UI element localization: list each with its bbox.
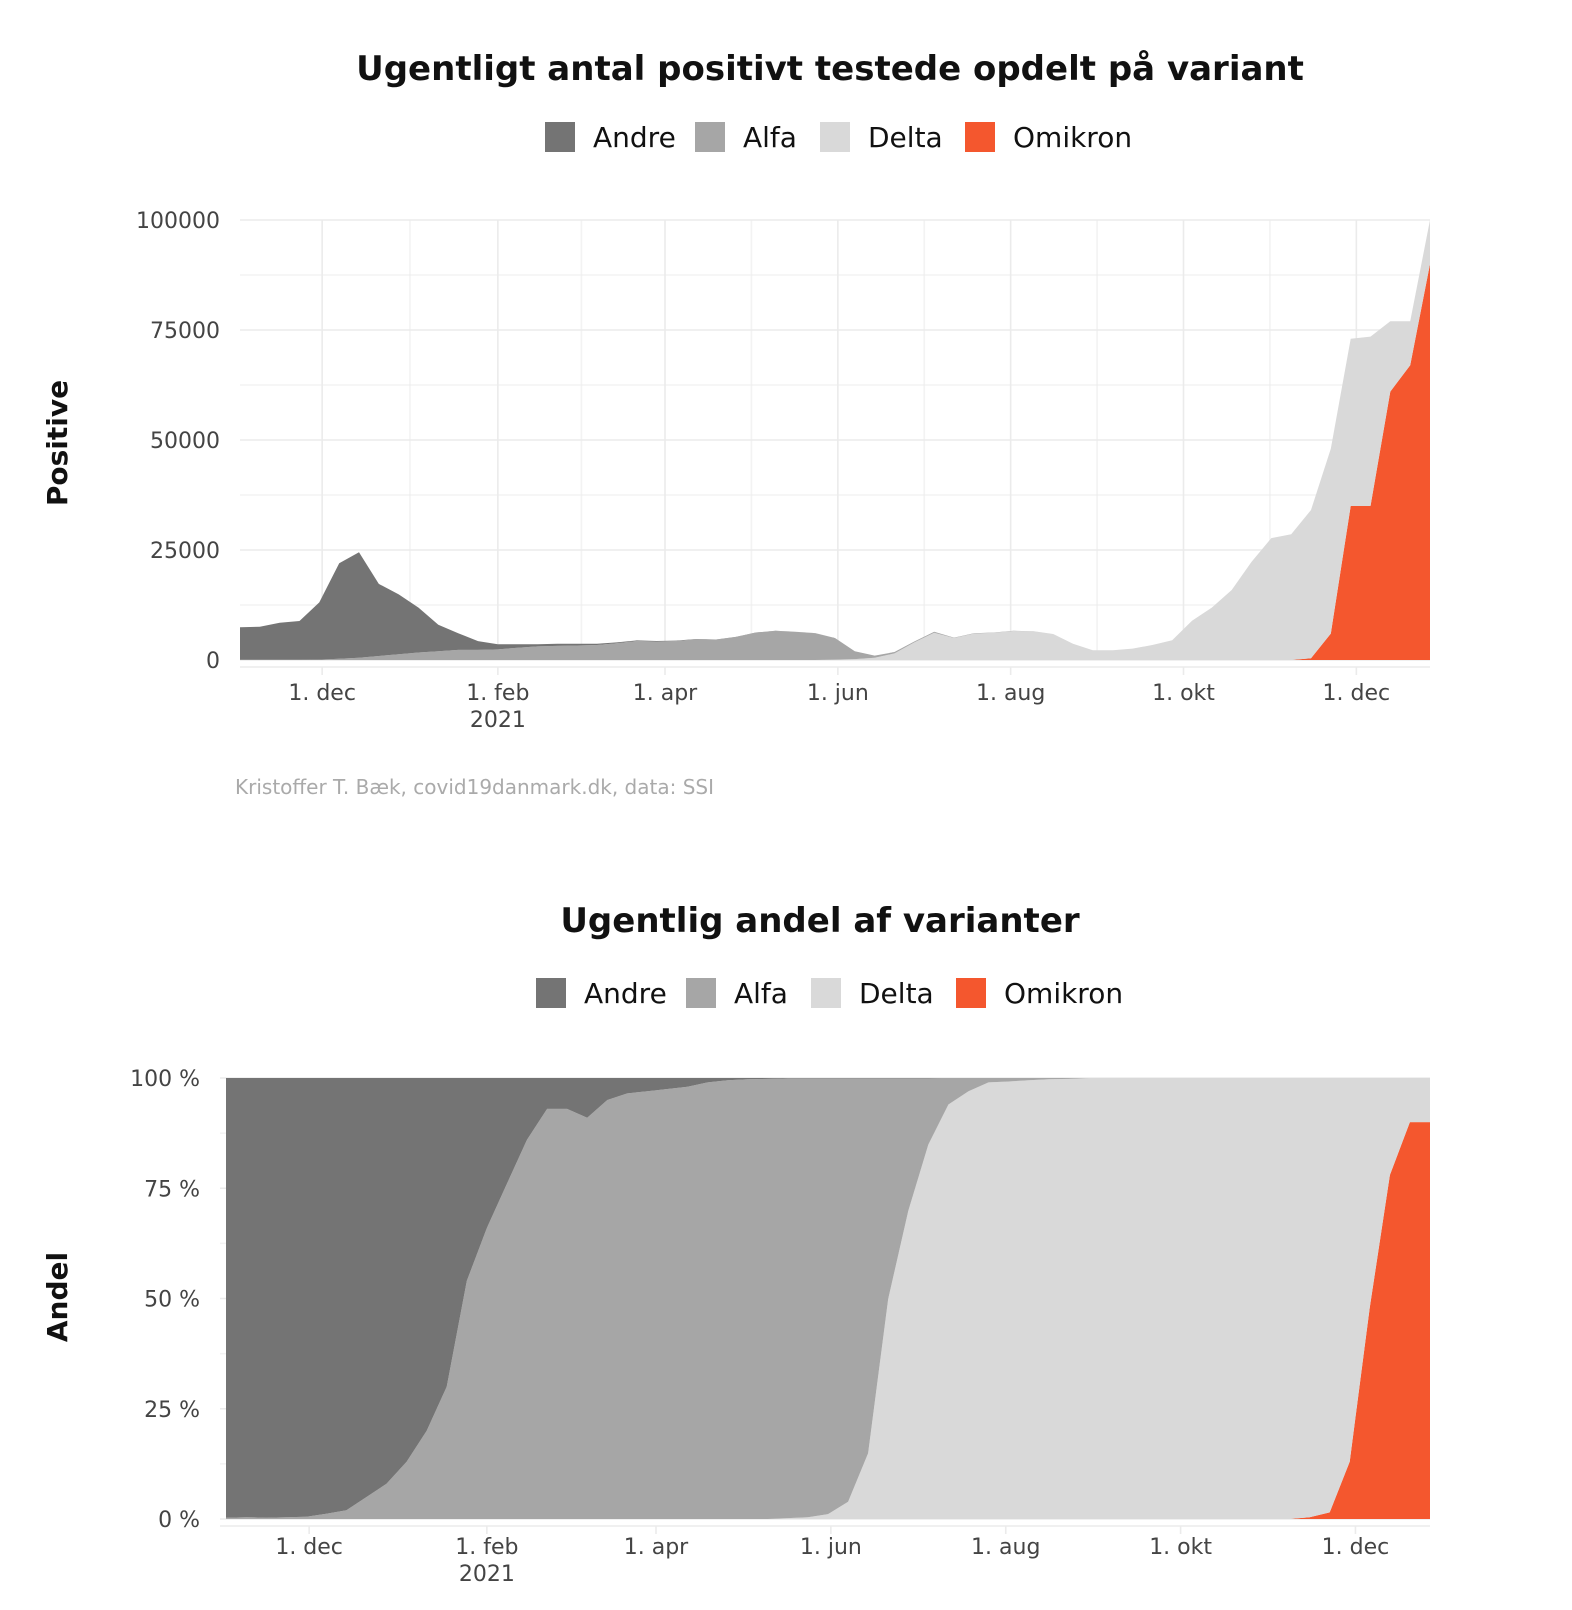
x-tick-label: 1. jun <box>800 1535 862 1560</box>
chart-2: Ugentlig andel af varianter Andre Alfa Del… <box>41 901 1430 1587</box>
area-series-andre <box>240 220 1430 660</box>
chart-2-title: Ugentlig andel af varianter <box>560 901 1080 941</box>
legend-label-andre: Andre <box>584 977 667 1010</box>
legend-swatch-alfa <box>695 122 725 152</box>
y-tick-label: 25 % <box>144 1398 200 1423</box>
legend-swatch-omikron <box>956 978 986 1008</box>
area-series-delta <box>240 220 1430 660</box>
area-series-andre <box>226 1078 1430 1518</box>
legend-label-omikron: Omikron <box>1013 121 1132 154</box>
chart-1-y-axis-label: Positive <box>41 380 74 506</box>
y-tick-label: 0 % <box>158 1508 200 1533</box>
legend-label-omikron: Omikron <box>1004 977 1123 1010</box>
legend-swatch-delta <box>811 978 841 1008</box>
legend-swatch-alfa <box>686 978 716 1008</box>
x-tick-label: 1. feb <box>466 681 529 706</box>
x-tick-label: 1. dec <box>275 1535 343 1560</box>
legend-item-delta: Delta <box>811 977 934 1010</box>
x-tick-label: 1. jun <box>807 681 869 706</box>
legend-item-andre: Andre <box>536 977 667 1010</box>
x-tick-label: 1. aug <box>976 681 1045 706</box>
legend-item-alfa: Alfa <box>695 121 797 154</box>
legend-label-alfa: Alfa <box>734 977 788 1010</box>
legend-item-andre: Andre <box>545 121 676 154</box>
y-tick-label: 100 % <box>130 1067 200 1092</box>
chart-1-title: Ugentligt antal positivt testede opdelt … <box>356 49 1304 89</box>
y-tick-label: 75000 <box>150 319 220 344</box>
x-tick-label-year: 2021 <box>470 708 526 733</box>
legend-swatch-delta <box>820 122 850 152</box>
x-tick-label: 1. dec <box>288 681 356 706</box>
chart-1-areas <box>240 220 1430 660</box>
x-tick-label-year: 2021 <box>459 1562 515 1587</box>
x-tick-label: 1. aug <box>971 1535 1040 1560</box>
chart-2-y-axis-label: Andel <box>41 1252 74 1342</box>
x-tick-label: 1. apr <box>624 1535 689 1560</box>
legend-swatch-andre <box>536 978 566 1008</box>
chart-2-legend: Andre Alfa Delta Omikron <box>536 977 1123 1010</box>
y-tick-label: 25000 <box>150 539 220 564</box>
x-tick-label: 1. okt <box>1149 1535 1212 1560</box>
area-series-delta <box>226 1078 1430 1519</box>
chart-2-y-ticks: 0 % 25 % 50 % 75 % 100 % <box>130 1067 200 1533</box>
y-tick-label: 75 % <box>144 1177 200 1202</box>
chart-1-caption: Kristoffer T. Bæk, covid19danmark.dk, da… <box>235 775 714 799</box>
y-tick-label: 50 % <box>144 1288 200 1313</box>
y-tick-label: 0 <box>206 649 220 674</box>
chart-1: Ugentligt antal positivt testede opdelt … <box>41 49 1430 799</box>
legend-label-alfa: Alfa <box>743 121 797 154</box>
legend-item-delta: Delta <box>820 121 943 154</box>
chart-2-areas <box>226 1078 1430 1519</box>
legend-label-delta: Delta <box>859 977 934 1010</box>
y-tick-label: 100000 <box>136 209 220 234</box>
x-tick-label: 1. dec <box>1322 1535 1390 1560</box>
x-tick-label: 1. feb <box>455 1535 518 1560</box>
area-series-alfa <box>226 1078 1430 1519</box>
legend-item-omikron: Omikron <box>965 121 1132 154</box>
legend-swatch-omikron <box>965 122 995 152</box>
legend-item-omikron: Omikron <box>956 977 1123 1010</box>
legend-swatch-andre <box>545 122 575 152</box>
x-tick-label: 1. okt <box>1152 681 1215 706</box>
x-tick-label: 1. dec <box>1323 681 1391 706</box>
chart-1-gridlines <box>240 219 1430 668</box>
legend-label-andre: Andre <box>593 121 676 154</box>
x-tick-label: 1. apr <box>633 681 698 706</box>
chart-1-legend: Andre Alfa Delta Omikron <box>545 121 1132 154</box>
legend-label-delta: Delta <box>868 121 943 154</box>
legend-item-alfa: Alfa <box>686 977 788 1010</box>
y-tick-label: 50000 <box>150 429 220 454</box>
chart-1-y-ticks: 0 25000 50000 75000 100000 <box>136 209 220 674</box>
